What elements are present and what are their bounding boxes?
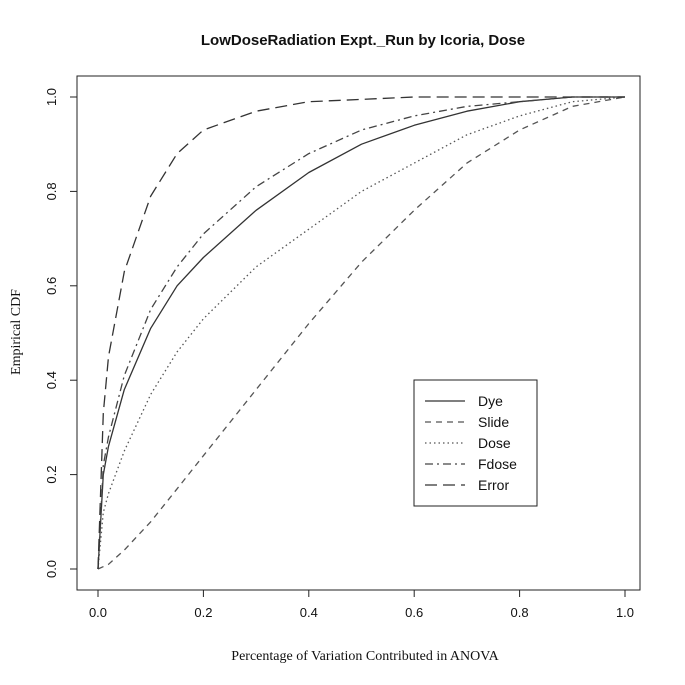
x-tick-label: 0.2 xyxy=(194,605,212,620)
y-tick-label: 0.4 xyxy=(44,371,59,389)
series-line-fdose xyxy=(97,96,625,570)
legend: Dye Slide Dose Fdose Error xyxy=(413,379,538,507)
series-line-dose xyxy=(97,96,626,570)
y-tick-label: 0.0 xyxy=(44,560,59,578)
y-tick-label: 0.2 xyxy=(44,466,59,484)
series-line-dye xyxy=(97,96,625,570)
series-layer xyxy=(97,96,626,570)
legend-label-dose: Dose xyxy=(478,435,511,451)
y-axis-label: Empirical CDF xyxy=(9,289,24,375)
x-tick-label: 0.4 xyxy=(300,605,318,620)
legend-label-slide: Slide xyxy=(478,414,509,430)
x-tick-label: 0.8 xyxy=(511,605,529,620)
series-line-error xyxy=(97,96,625,570)
y-tick-label: 1.0 xyxy=(44,88,59,106)
x-tick-label: 0.6 xyxy=(405,605,423,620)
legend-label-dye: Dye xyxy=(478,393,503,409)
y-tick-label: 0.6 xyxy=(44,277,59,295)
y-axis: 0.0 0.2 0.4 0.6 0.8 1.0 xyxy=(44,88,78,578)
x-axis-label: Percentage of Variation Contributed in A… xyxy=(231,649,499,664)
x-tick-label: 1.0 xyxy=(616,605,634,620)
y-tick-label: 0.8 xyxy=(44,182,59,200)
plot-frame xyxy=(76,75,641,591)
x-axis: 0.0 0.2 0.4 0.6 0.8 1.0 xyxy=(89,589,634,620)
legend-label-fdose: Fdose xyxy=(478,456,517,472)
legend-label-error: Error xyxy=(478,477,509,493)
series-line-slide xyxy=(97,96,626,570)
x-tick-label: 0.0 xyxy=(89,605,107,620)
legend-box xyxy=(413,379,538,507)
chart-title: LowDoseRadiation Expt._Run by Icoria, Do… xyxy=(201,32,525,49)
